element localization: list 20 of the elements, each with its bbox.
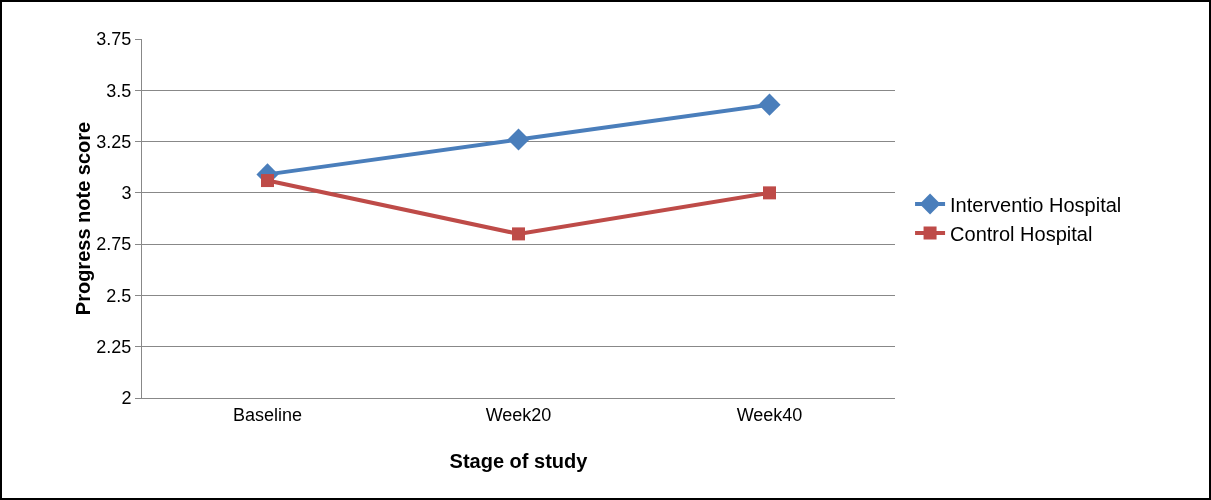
legend-label: Interventio Hospital (950, 193, 1122, 216)
y-tick-label: 2.75 (96, 234, 132, 255)
y-tick-label: 2.25 (96, 337, 132, 358)
point (758, 93, 781, 116)
y-tick-label: 3.25 (96, 131, 132, 152)
legend-label: Control Hospital (950, 222, 1093, 245)
x-tick-label: Week40 (736, 404, 803, 425)
point (261, 174, 274, 188)
y-tick-label: 2 (121, 388, 132, 409)
x-tick-label: Baseline (232, 404, 303, 425)
y-tick-label: 3 (121, 183, 132, 204)
y-tick-label: 3.75 (96, 29, 132, 50)
point (512, 227, 525, 241)
x-axis-title: Stage of study (449, 450, 589, 472)
y-tick-label: 2.5 (106, 285, 132, 306)
y-tick-label: 3.5 (106, 80, 132, 101)
y-axis-title: Progress note score (72, 121, 95, 316)
x-tick-label: Week20 (485, 404, 552, 425)
point (763, 186, 776, 200)
point (507, 128, 530, 151)
